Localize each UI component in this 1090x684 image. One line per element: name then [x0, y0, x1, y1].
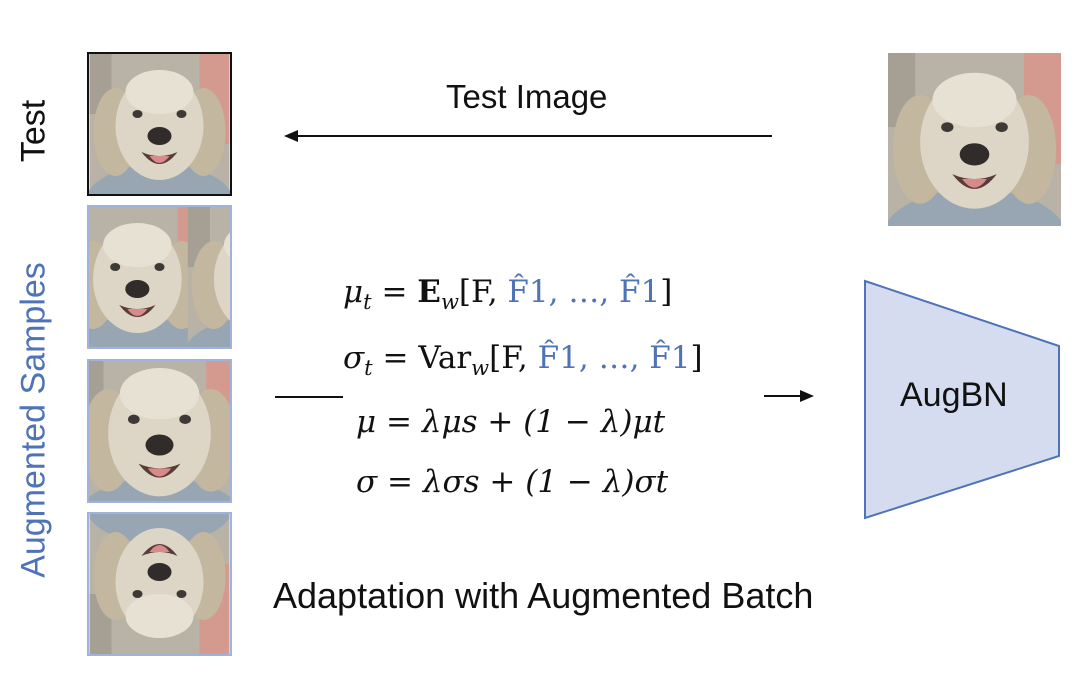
augbn-module: [864, 279, 1060, 520]
equation-sigma: σ = λσs + (1 − λ)σt: [356, 464, 669, 500]
augmented-thumbnail-flipped: [87, 512, 232, 656]
source-test-image: [888, 53, 1061, 226]
dog-face-icon: [89, 361, 230, 501]
augmented-thumbnail-mirrored: [87, 205, 232, 349]
dog-face-icon: [89, 207, 230, 347]
test-image-arrow: [284, 130, 772, 142]
equation-mu: μ = λμs + (1 − λ)μt: [356, 404, 666, 440]
dog-face-icon: [89, 54, 230, 194]
augbn-label: AugBN: [900, 376, 1008, 414]
test-thumbnail: [87, 52, 232, 196]
augbn-arrow: [764, 390, 814, 402]
equation-mu-t: μt = Ew[F, F̂1, …, F̂1]: [343, 274, 673, 314]
test-image-label: Test Image: [446, 78, 608, 115]
input-connector-line: [275, 396, 343, 398]
adaptation-caption: Adaptation with Augmented Batch: [273, 575, 814, 616]
dog-face-icon: [89, 514, 230, 654]
dog-face-icon: [888, 53, 1061, 226]
augmented-samples-label: Augmented Samples: [14, 262, 53, 578]
equation-sigma-t: σt = Varw[F, F̂1, …, F̂1]: [343, 340, 703, 380]
augmented-thumbnail-cropped: [87, 359, 232, 503]
test-label: Test: [14, 99, 53, 163]
